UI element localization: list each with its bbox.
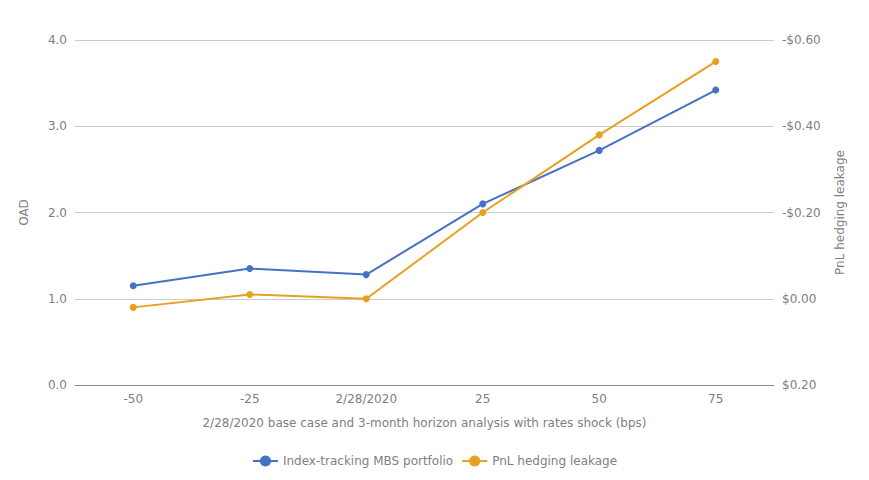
svg-text:OAD: OAD — [17, 199, 31, 226]
svg-text:2/28/2020: 2/28/2020 — [335, 392, 397, 406]
svg-text:4.0: 4.0 — [48, 33, 67, 47]
svg-text:2/28/2020 base case and 3-mont: 2/28/2020 base case and 3-month horizon … — [202, 416, 646, 430]
svg-text:-$0.60: -$0.60 — [782, 33, 821, 47]
svg-text:0.0: 0.0 — [48, 378, 67, 392]
svg-text:-25: -25 — [240, 392, 260, 406]
svg-text:$0.00: $0.00 — [782, 292, 816, 306]
svg-text:75: 75 — [708, 392, 723, 406]
svg-text:PnL hedging leakage: PnL hedging leakage — [833, 150, 847, 275]
svg-text:50: 50 — [592, 392, 607, 406]
svg-text:PnL hedging leakage: PnL hedging leakage — [492, 454, 617, 468]
svg-text:$0.20: $0.20 — [782, 378, 816, 392]
svg-text:3.0: 3.0 — [48, 119, 67, 133]
svg-text:2.0: 2.0 — [48, 206, 67, 220]
svg-text:Index-tracking MBS portfolio: Index-tracking MBS portfolio — [283, 454, 453, 468]
svg-text:-$0.40: -$0.40 — [782, 119, 821, 133]
svg-text:1.0: 1.0 — [48, 292, 67, 306]
svg-text:25: 25 — [475, 392, 490, 406]
svg-text:-$0.20: -$0.20 — [782, 206, 821, 220]
svg-text:-50: -50 — [123, 392, 143, 406]
